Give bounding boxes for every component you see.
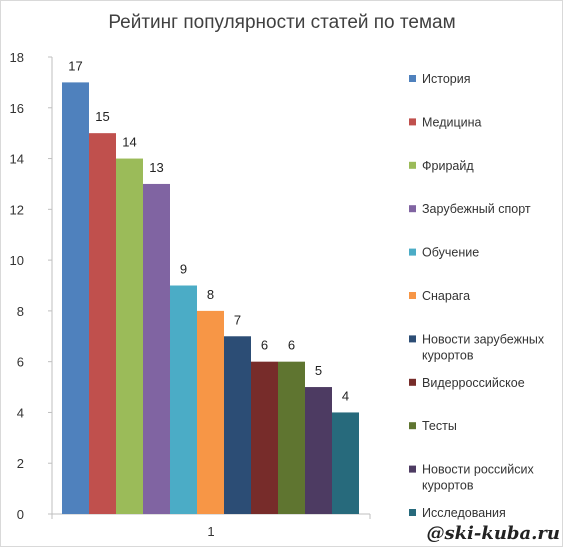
- legend-swatch: [409, 292, 416, 299]
- data-label: 6: [261, 338, 268, 353]
- legend-swatch: [409, 509, 416, 516]
- legend-item: Видерроссийское: [409, 376, 525, 390]
- data-label: 15: [95, 109, 109, 124]
- legend-swatch: [409, 161, 416, 169]
- legend-swatch: [409, 335, 416, 343]
- legend-item: Исследования: [409, 506, 506, 520]
- y-tick-label: 8: [17, 304, 24, 319]
- bar: [170, 285, 197, 514]
- legend-swatch: [409, 422, 416, 430]
- legend-item: Зарубежный спорт: [409, 202, 531, 216]
- legend-item: Снарага: [409, 289, 470, 303]
- legend-label: Новости зарубежных: [422, 332, 545, 346]
- data-label: 13: [149, 160, 163, 175]
- watermark: @ski-kuba.ru: [426, 523, 560, 544]
- bar: [278, 361, 305, 514]
- data-label: 7: [234, 312, 241, 327]
- y-tick-label: 0: [17, 507, 24, 522]
- legend-swatch: [409, 118, 416, 126]
- legend-label: Обучение: [422, 246, 479, 260]
- bar: [89, 133, 116, 514]
- legend-item: Медицина: [409, 115, 482, 129]
- data-label: 5: [315, 363, 322, 378]
- legend-label: Тесты: [422, 419, 457, 433]
- legend-item: Новости российсих курортов: [409, 463, 534, 493]
- bar: [332, 412, 359, 514]
- legend-label: Фрирайд: [422, 159, 474, 173]
- data-label: 4: [342, 388, 349, 403]
- legend-swatch: [409, 378, 416, 386]
- y-tick-label: 4: [17, 405, 24, 420]
- bar: [251, 361, 278, 514]
- bar: [224, 336, 251, 514]
- legend-label: Новости российсих: [422, 463, 534, 477]
- legend-label: Медицина: [422, 115, 482, 129]
- y-tick-label: 10: [10, 253, 24, 268]
- legend-swatch: [409, 465, 416, 473]
- bar: [62, 82, 89, 514]
- data-label: 17: [68, 58, 82, 73]
- legend-label: Снарага: [422, 289, 470, 303]
- data-label: 9: [180, 262, 187, 277]
- legend-item: Обучение: [409, 246, 479, 260]
- bar: [197, 310, 224, 514]
- legend-label: История: [422, 72, 470, 86]
- y-tick-label: 12: [10, 202, 24, 217]
- y-tick-label: 18: [10, 50, 24, 65]
- legend-label: Зарубежный спорт: [422, 202, 531, 216]
- legend-label: курортов: [422, 348, 474, 362]
- y-tick-label: 2: [17, 456, 24, 471]
- legend-label: Исследования: [422, 506, 506, 520]
- y-tick-label: 16: [10, 101, 24, 116]
- bar: [116, 158, 143, 515]
- legend-item: Новости зарубежных курортов: [409, 332, 545, 362]
- chart-title: Рейтинг популярности статей по темам: [108, 12, 456, 33]
- bar: [305, 387, 332, 514]
- y-tick-label: 14: [10, 152, 24, 167]
- data-label: 6: [288, 338, 295, 353]
- legend-swatch: [409, 75, 416, 82]
- data-label: 8: [207, 287, 214, 302]
- legend-swatch: [409, 205, 416, 213]
- legend-item: История: [409, 72, 470, 86]
- legend-item: Фрирайд: [409, 159, 474, 173]
- y-tick-label: 6: [17, 355, 24, 370]
- x-tick-label: 1: [207, 524, 214, 539]
- legend-item: Тесты: [409, 419, 457, 433]
- bar: [143, 183, 170, 514]
- data-label: 14: [122, 135, 136, 150]
- legend-label: Видерроссийское: [422, 376, 525, 390]
- legend-label: курортов: [422, 479, 474, 493]
- legend-swatch: [409, 248, 416, 256]
